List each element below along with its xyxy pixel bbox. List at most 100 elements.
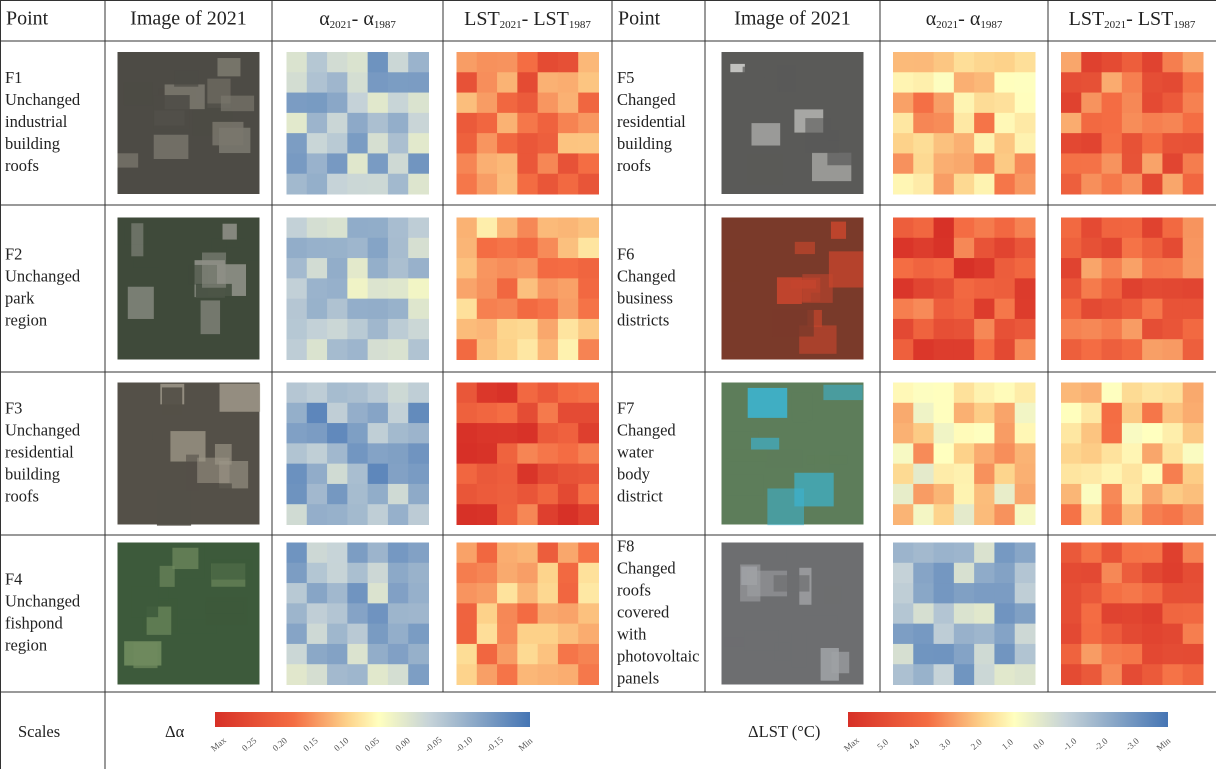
heatmap-cell — [558, 93, 579, 114]
heatmap-cell — [1162, 443, 1183, 464]
heatmap-cell — [1061, 504, 1082, 525]
heatmap-cell — [497, 603, 518, 624]
colorbar-tick-label: -3.0 — [1124, 736, 1142, 753]
heatmap-cell — [327, 504, 348, 525]
image-patch — [157, 490, 191, 526]
heatmap-cell — [578, 583, 599, 604]
image-patch — [205, 602, 244, 614]
heatmap-cell — [1102, 443, 1123, 464]
image-patch — [172, 548, 198, 569]
image-patch — [793, 412, 808, 423]
heatmap-cell — [497, 278, 518, 299]
image-patch — [131, 587, 158, 618]
header-symbol: LST — [464, 8, 500, 30]
heatmap-cell — [327, 133, 348, 154]
heatmap-cell — [934, 624, 955, 645]
heatmap-cell — [1162, 153, 1183, 174]
heatmap-cell — [578, 484, 599, 505]
point-description: region — [5, 310, 47, 329]
heatmap-cell — [497, 258, 518, 279]
heatmap-cell — [368, 133, 389, 154]
heatmap-cell — [1081, 423, 1102, 444]
heatmap-cell — [1015, 664, 1036, 685]
heatmap-cell — [517, 543, 538, 564]
heatmap-cell — [538, 423, 559, 444]
heatmap-cell — [368, 484, 389, 505]
heatmap-cell — [893, 319, 914, 340]
heatmap-cell — [347, 583, 368, 604]
heatmap-cell — [954, 93, 975, 114]
image-patch — [795, 242, 815, 254]
colorbar-tick-label: 0.10 — [332, 735, 351, 753]
heatmap-cell — [538, 278, 559, 299]
heatmap-cell — [558, 403, 579, 424]
heatmap-cell — [517, 583, 538, 604]
heatmap-cell — [934, 319, 955, 340]
heatmap-cell — [1183, 52, 1204, 73]
heatmap-cell — [1142, 603, 1163, 624]
heatmap-cell — [1061, 238, 1082, 259]
heatmap-cell — [327, 238, 348, 259]
heatmap-cell — [388, 664, 409, 685]
header-symbol: - α — [958, 8, 981, 30]
heatmap-cell — [1162, 644, 1183, 665]
image-patch — [218, 483, 232, 514]
colorbar-tick-label: 0.00 — [393, 735, 412, 753]
heatmap-cell — [368, 174, 389, 195]
heatmap-cell — [1015, 52, 1036, 73]
heatmap-image — [457, 543, 600, 686]
heatmap-cell — [1015, 153, 1036, 174]
heatmap-cell — [287, 278, 308, 299]
heatmap-cell — [578, 72, 599, 93]
heatmap-cell — [307, 238, 328, 259]
heatmap-cell — [1142, 484, 1163, 505]
heatmap-cell — [1102, 403, 1123, 424]
heatmap-cell — [913, 72, 934, 93]
heatmap-cell — [893, 624, 914, 645]
heatmap-cell — [994, 443, 1015, 464]
image-patch — [728, 77, 764, 114]
heatmap-cell — [558, 133, 579, 154]
point-id: F6 — [617, 244, 634, 263]
image-patch — [829, 251, 863, 287]
heatmap-cell — [994, 93, 1015, 114]
heatmap-cell — [477, 644, 498, 665]
heatmap-cell — [388, 644, 409, 665]
heatmap-cell — [913, 624, 934, 645]
heatmap-cell — [307, 72, 328, 93]
heatmap-cell — [1183, 238, 1204, 259]
heatmap-cell — [578, 464, 599, 485]
heatmap-cell — [994, 339, 1015, 360]
heatmap-cell — [913, 258, 934, 279]
heatmap-cell — [307, 339, 328, 360]
heatmap-cell — [913, 464, 934, 485]
heatmap-cell — [1061, 93, 1082, 114]
heatmap-cell — [994, 563, 1015, 584]
heatmap-cell — [1162, 624, 1183, 645]
heatmap-cell — [408, 563, 429, 584]
header-subscript: 2021 — [936, 19, 958, 31]
heatmap-cell — [347, 133, 368, 154]
heatmap-cell — [307, 543, 328, 564]
heatmap-cell — [408, 153, 429, 174]
heatmap-cell — [477, 443, 498, 464]
heatmap-cell — [457, 238, 478, 259]
heatmap-cell — [477, 624, 498, 645]
heatmap-cell — [347, 644, 368, 665]
heatmap-cell — [347, 624, 368, 645]
image-patch — [123, 431, 152, 458]
heatmap-cell — [934, 218, 955, 239]
heatmap-cell — [913, 133, 934, 154]
heatmap-cell — [347, 72, 368, 93]
image-patch — [794, 473, 833, 507]
heatmap-cell — [1183, 133, 1204, 154]
header-symbol: LST — [1069, 8, 1105, 30]
heatmap-cell — [578, 504, 599, 525]
heatmap-cell — [1015, 174, 1036, 195]
heatmap-cell — [934, 664, 955, 685]
heatmap-cell — [1162, 258, 1183, 279]
heatmap-cell — [1061, 319, 1082, 340]
heatmap-cell — [558, 238, 579, 259]
heatmap-cell — [578, 153, 599, 174]
heatmap-cell — [994, 319, 1015, 340]
